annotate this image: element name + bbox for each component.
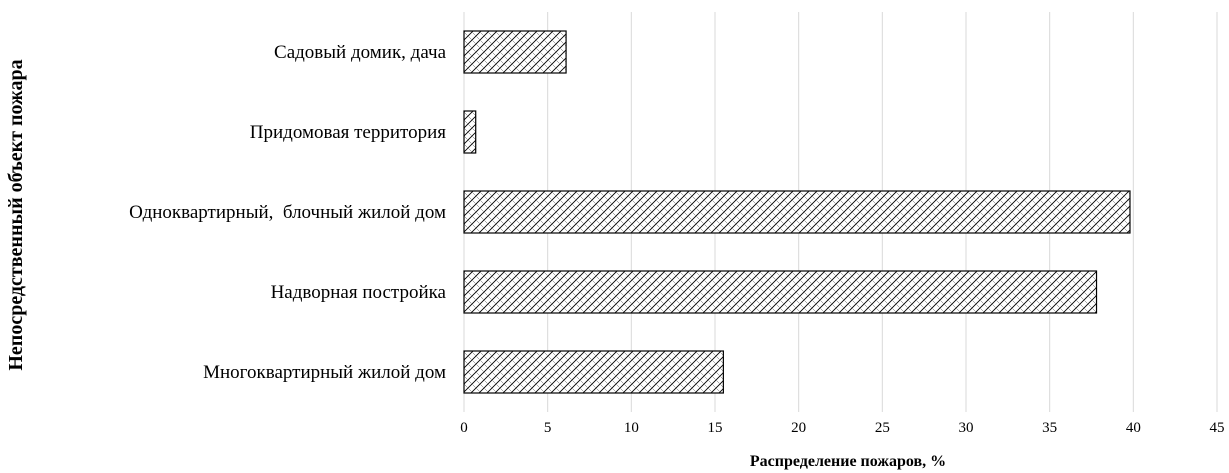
x-tick-label: 20 xyxy=(791,420,806,436)
x-tick-label: 45 xyxy=(1210,420,1225,436)
x-tick-label: 0 xyxy=(460,420,468,436)
x-tick-label: 25 xyxy=(875,420,890,436)
x-tick-label: 30 xyxy=(959,420,974,436)
category-label: Надворная постройка xyxy=(271,282,447,303)
bar xyxy=(463,190,1131,234)
category-label: Многоквартирный жилой дом xyxy=(203,362,446,383)
x-tick-label: 40 xyxy=(1126,420,1141,436)
bar xyxy=(463,110,477,154)
bar xyxy=(463,350,724,394)
x-tick-label: 15 xyxy=(708,420,723,436)
bars-group xyxy=(463,30,1131,394)
x-axis-title: Распределение пожаров, % xyxy=(750,453,946,470)
x-tick-labels: 0 5 10 15 20 25 30 35 40 45 xyxy=(460,420,1224,436)
y-axis-title: Непосредственный объект пожара xyxy=(5,59,27,370)
category-label: Одноквартирный, блочный жилой дом xyxy=(129,202,446,223)
bar xyxy=(463,270,1098,314)
x-tick-label: 10 xyxy=(624,420,639,436)
x-tick-label: 5 xyxy=(544,420,552,436)
x-tick-label: 35 xyxy=(1042,420,1057,436)
category-labels: Садовый домик, дача Придомовая территория… xyxy=(129,42,446,383)
bar xyxy=(463,30,567,74)
category-label: Садовый домик, дача xyxy=(274,42,447,63)
category-label: Придомовая территория xyxy=(250,122,446,143)
